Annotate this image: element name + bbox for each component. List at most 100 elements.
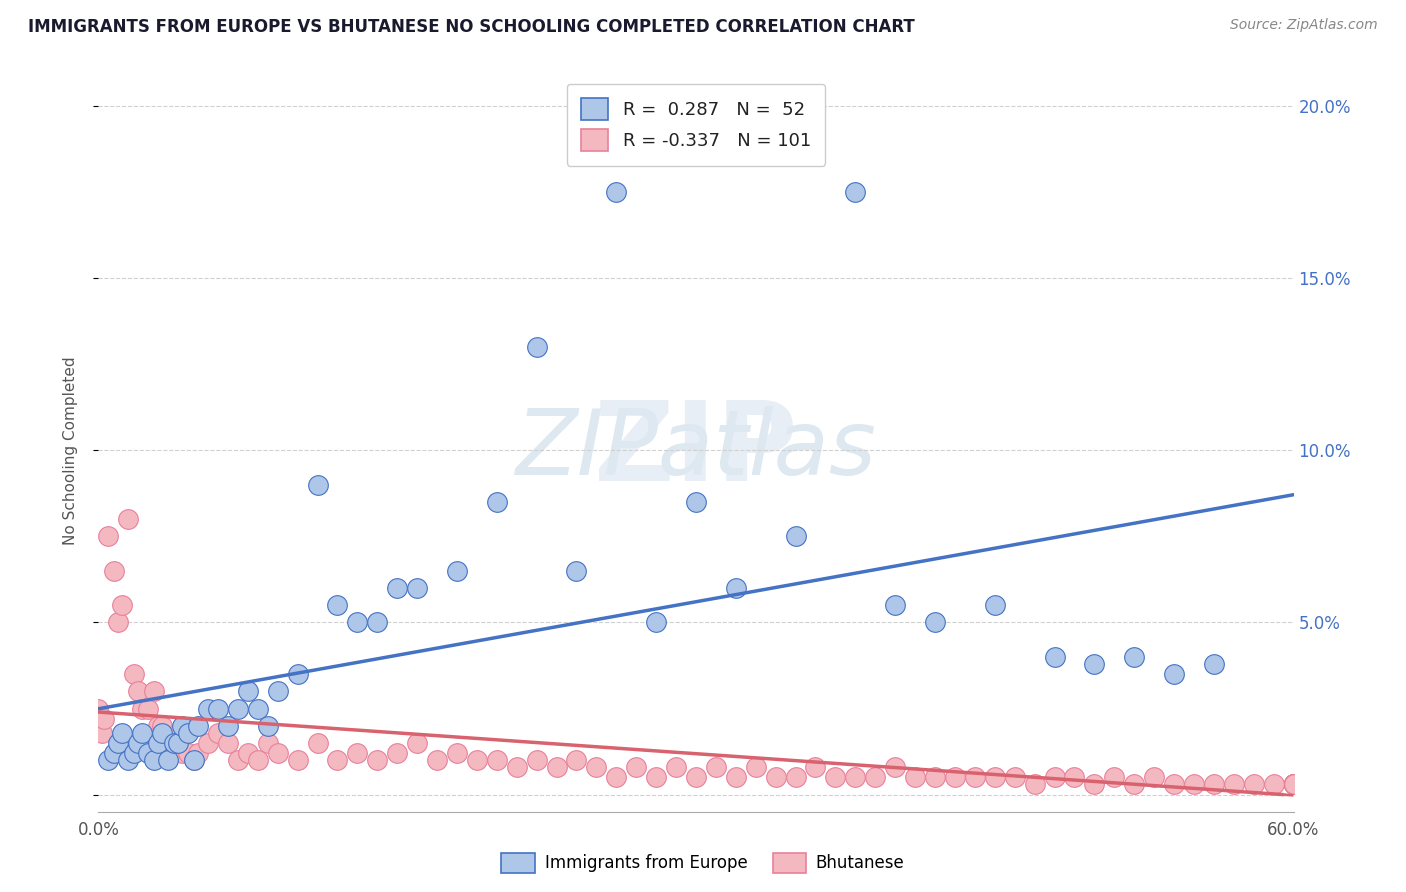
Point [267, 684, 290, 698]
Point [446, 564, 468, 578]
Point [1282, 777, 1305, 791]
Point [172, 746, 194, 760]
Point [1282, 777, 1305, 791]
Point [124, 667, 146, 681]
Point [585, 760, 607, 774]
Point [148, 736, 170, 750]
Point [187, 719, 209, 733]
Point [785, 770, 807, 784]
Point [236, 746, 259, 760]
Point [785, 529, 807, 543]
Point [1282, 777, 1305, 791]
Point [884, 760, 907, 774]
Point [465, 753, 488, 767]
Point [1123, 649, 1146, 664]
Point [103, 564, 125, 578]
Point [485, 753, 508, 767]
Point [150, 725, 173, 739]
Point [307, 736, 329, 750]
Point [1104, 770, 1126, 784]
Point [565, 564, 588, 578]
Point [406, 736, 429, 750]
Point [1282, 777, 1305, 791]
Point [1123, 777, 1146, 791]
Point [167, 725, 190, 739]
Point [645, 615, 668, 630]
Point [1004, 770, 1026, 784]
Point [1182, 777, 1205, 791]
Text: IMMIGRANTS FROM EUROPE VS BHUTANESE NO SCHOOLING COMPLETED CORRELATION CHART: IMMIGRANTS FROM EUROPE VS BHUTANESE NO S… [28, 18, 915, 36]
Point [924, 770, 946, 784]
Point [724, 770, 747, 784]
Point [326, 753, 349, 767]
Point [148, 719, 170, 733]
Point [107, 736, 129, 750]
Point [117, 512, 139, 526]
Point [256, 736, 278, 750]
Point [167, 736, 190, 750]
Point [924, 615, 946, 630]
Point [485, 495, 508, 509]
Point [1282, 777, 1305, 791]
Point [765, 770, 787, 784]
Point [366, 753, 388, 767]
Point [217, 736, 239, 750]
Point [385, 746, 409, 760]
Point [1282, 777, 1305, 791]
Text: ZIP: ZIP [595, 397, 797, 504]
Point [1282, 777, 1305, 791]
Point [1143, 770, 1166, 784]
Point [1282, 777, 1305, 791]
Point [183, 753, 205, 767]
Point [724, 581, 747, 595]
Point [645, 770, 668, 784]
Point [267, 746, 290, 760]
Point [246, 753, 269, 767]
Point [157, 736, 180, 750]
Point [207, 701, 229, 715]
Point [143, 684, 166, 698]
Point [197, 701, 219, 715]
Point [904, 770, 927, 784]
Point [131, 701, 153, 715]
Point [704, 760, 727, 774]
Point [1282, 777, 1305, 791]
Point [177, 746, 200, 760]
Point [111, 725, 134, 739]
Point [526, 753, 548, 767]
Text: ZIPatlas: ZIPatlas [516, 407, 876, 494]
Legend: R =  0.287   N =  52, R = -0.337   N = 101: R = 0.287 N = 52, R = -0.337 N = 101 [567, 84, 825, 166]
Point [984, 599, 1007, 613]
Point [1202, 657, 1225, 671]
Point [124, 746, 146, 760]
Point [207, 725, 229, 739]
Point [745, 760, 768, 774]
Point [526, 340, 548, 354]
Point [1024, 777, 1046, 791]
Point [1223, 777, 1246, 791]
Point [605, 770, 627, 784]
Point [236, 684, 259, 698]
Point [127, 684, 149, 698]
Point [1282, 777, 1305, 791]
Point [307, 478, 329, 492]
Point [163, 736, 186, 750]
Point [1282, 777, 1305, 791]
Point [150, 719, 173, 733]
Point [1163, 667, 1185, 681]
Point [346, 746, 368, 760]
Point [157, 753, 180, 767]
Point [187, 746, 209, 760]
Point [1263, 777, 1285, 791]
Point [87, 719, 110, 733]
Point [217, 719, 239, 733]
Point [107, 615, 129, 630]
Point [665, 760, 688, 774]
Point [93, 712, 115, 726]
Point [246, 701, 269, 715]
Point [1282, 777, 1305, 791]
Point [824, 770, 846, 784]
Point [565, 753, 588, 767]
Legend: Immigrants from Europe, Bhutanese: Immigrants from Europe, Bhutanese [495, 847, 911, 880]
Point [163, 736, 186, 750]
